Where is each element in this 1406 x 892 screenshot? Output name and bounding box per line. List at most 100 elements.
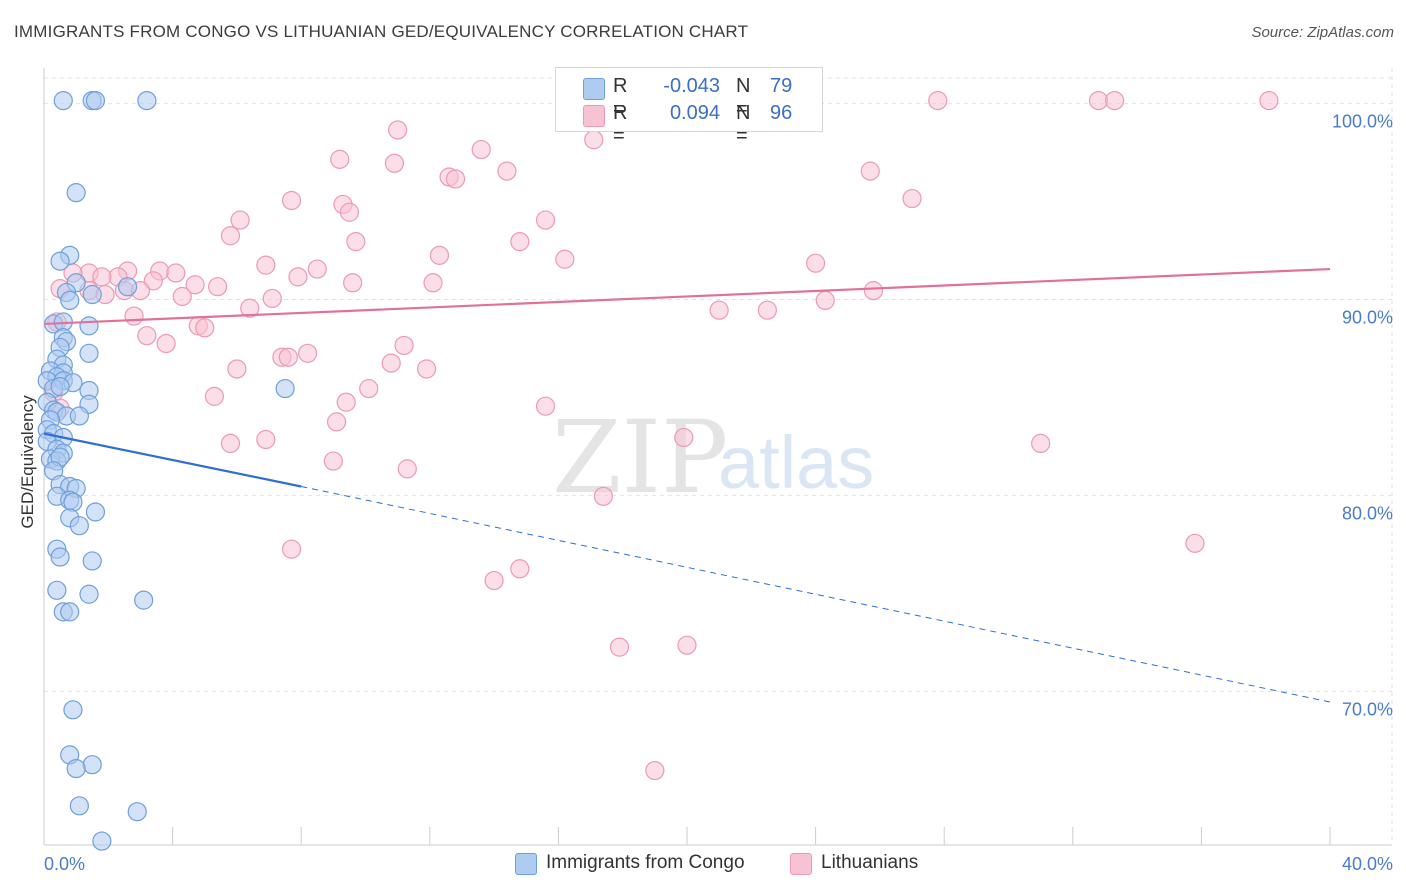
lithuanian-point bbox=[346, 232, 366, 252]
lithuanian-point bbox=[137, 326, 157, 346]
lithuanian-point bbox=[143, 271, 163, 291]
lithuanian-point bbox=[156, 333, 176, 354]
congo-point bbox=[79, 316, 99, 336]
trend-lines bbox=[43, 267, 1331, 703]
lithuanian-point bbox=[326, 412, 347, 432]
legend-r-label: R = bbox=[613, 75, 628, 120]
congo-point bbox=[92, 831, 112, 851]
legend-swatch-pink bbox=[583, 105, 605, 127]
congo-point bbox=[85, 502, 106, 522]
lithuanian-point bbox=[484, 570, 504, 591]
legend-n-label: N = bbox=[736, 75, 751, 120]
congo-point bbox=[137, 90, 157, 111]
lithuanian-point bbox=[220, 226, 241, 246]
legend-label-congo: Immigrants from Congo bbox=[546, 852, 745, 873]
lithuanian-point bbox=[902, 188, 922, 209]
congo-point bbox=[117, 277, 138, 297]
legend-swatch-blue bbox=[583, 78, 605, 100]
y-tick-label: 70.0% bbox=[1342, 699, 1393, 719]
congo-point bbox=[53, 90, 73, 111]
lithuanian-point bbox=[805, 253, 826, 273]
legend-r-value: -0.043 bbox=[663, 75, 720, 97]
watermark-atlas: atlas bbox=[718, 421, 874, 504]
legend-swatch-blue bbox=[515, 853, 537, 875]
congo-point bbox=[275, 378, 295, 399]
lithuanian-point bbox=[815, 290, 835, 311]
lithuanian-point bbox=[330, 149, 350, 169]
congo-point bbox=[69, 406, 89, 426]
congo-point bbox=[79, 343, 99, 363]
lithuanian-point bbox=[339, 202, 360, 222]
lithuanian-point bbox=[471, 139, 491, 160]
lithuanian-point bbox=[307, 259, 327, 279]
lithuanian-point bbox=[381, 353, 401, 373]
y-tick-label: 100.0% bbox=[1332, 112, 1393, 132]
congo-point bbox=[47, 580, 67, 600]
lithuanian-point bbox=[388, 120, 408, 140]
lithuanian-point bbox=[709, 300, 729, 320]
lithuanian-point bbox=[323, 451, 343, 471]
congo-point bbox=[82, 284, 102, 305]
y-axis-title: GED/Equivalency bbox=[18, 395, 37, 529]
lithuanian-point bbox=[343, 273, 363, 293]
tick-labels: 70.0% 80.0% 90.0% 100.0% 0.0% 40.0% bbox=[44, 112, 1393, 874]
chart-title: IMMIGRANTS FROM CONGO VS LITHUANIAN GED/… bbox=[14, 22, 749, 41]
lithuanian-point bbox=[555, 249, 575, 269]
x-tick-label: 0.0% bbox=[44, 854, 85, 874]
congo-point bbox=[66, 758, 86, 779]
lithuanian-point bbox=[584, 130, 604, 150]
congo-point bbox=[69, 516, 89, 536]
lithuanian-point bbox=[677, 635, 697, 655]
lithuanian-point bbox=[288, 267, 308, 287]
lithuanian-point bbox=[256, 255, 276, 275]
lithuanian-point bbox=[281, 190, 302, 211]
lithuanian-point bbox=[256, 429, 276, 450]
lithuanian-point bbox=[227, 359, 247, 379]
lithuanian-point bbox=[535, 210, 556, 230]
lithuanian-point bbox=[863, 281, 884, 301]
lithuanian-point bbox=[510, 559, 530, 579]
lithuanian-point bbox=[262, 288, 282, 309]
lithuanian-point bbox=[445, 169, 466, 189]
lithuanian-point bbox=[394, 335, 414, 356]
congo-point bbox=[63, 700, 83, 720]
congo-point bbox=[85, 90, 106, 111]
lithuanian-point bbox=[609, 637, 630, 657]
legend-r-value: 0.094 bbox=[669, 102, 720, 124]
watermark-zip: ZIP bbox=[552, 399, 728, 516]
congo-point bbox=[82, 551, 102, 571]
congo-point bbox=[79, 584, 99, 604]
congo-point bbox=[60, 290, 80, 311]
lithuanian-point bbox=[928, 90, 948, 111]
lithuanian-point bbox=[359, 378, 379, 399]
lithuanian-point bbox=[166, 263, 186, 283]
lithuanian-point bbox=[423, 273, 443, 293]
lithuanian-point bbox=[1031, 433, 1051, 454]
legend-n-value: 96 bbox=[770, 102, 793, 124]
lithuanian-point bbox=[429, 245, 450, 265]
lithuanian-point bbox=[204, 386, 224, 406]
source-label: Source: ZipAtlas.com bbox=[1251, 24, 1394, 41]
y-tick-label: 80.0% bbox=[1342, 503, 1393, 523]
lithuanian-point bbox=[92, 267, 112, 287]
legend-n-label: N = bbox=[736, 102, 751, 147]
lithuanian-point bbox=[1104, 90, 1125, 111]
congo-point bbox=[50, 547, 70, 567]
lithuanian-point bbox=[674, 427, 694, 448]
lithuanian-point bbox=[860, 161, 880, 181]
congo-point bbox=[66, 183, 86, 203]
congo-trend-line bbox=[43, 432, 302, 488]
lithuanian-trend-line bbox=[43, 267, 1331, 326]
lithuanian-point bbox=[298, 343, 318, 363]
lithuanian-point bbox=[645, 760, 665, 781]
congo-trend-extension bbox=[301, 486, 1331, 703]
congo-point bbox=[127, 802, 147, 822]
y-tick-label: 90.0% bbox=[1342, 307, 1393, 327]
lithuanian-point bbox=[240, 298, 260, 318]
x-tick-label: 40.0% bbox=[1342, 854, 1393, 874]
correlation-legend: R = -0.043 N = 79 R = 0.094 N = 96 bbox=[555, 67, 823, 147]
congo-point bbox=[50, 377, 70, 397]
legend-r-label: R = bbox=[613, 102, 628, 147]
legend-n-value: 79 bbox=[770, 75, 793, 97]
congo-point bbox=[134, 590, 154, 610]
